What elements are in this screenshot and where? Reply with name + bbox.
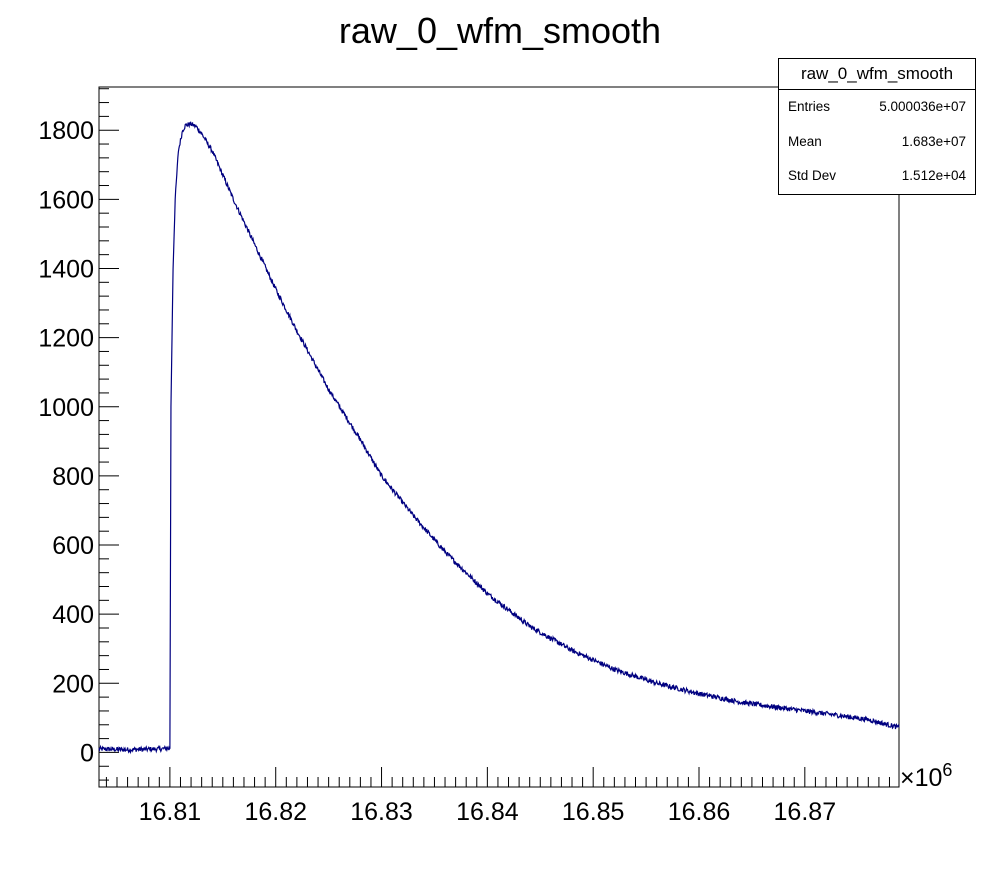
x-tick-label: 16.83 [350,798,413,826]
stats-label: Std Dev [788,168,837,183]
x-tick-label: 16.82 [244,798,307,826]
stats-row-stddev: Std Dev 1.512e+04 [779,159,975,194]
y-tick-label: 1000 [38,394,94,422]
x-tick-label: 16.86 [668,798,731,826]
y-tick-label: 800 [52,463,94,491]
stats-value: 1.512e+04 [901,168,966,183]
y-tick-label: 200 [52,670,94,698]
y-axis: 0 200 400 600 800 1000 1200 1400 1600 1800 [38,88,119,781]
x-exponent-label: ×106 [900,760,952,792]
stats-label: Mean [788,133,822,149]
y-tick-label: 0 [80,739,94,767]
stats-label: Entries [788,99,831,114]
stats-row-entries: Entries 5.000036e+07 [779,90,975,125]
series-layer [98,121,900,755]
y-tick-label: 600 [52,532,94,560]
x-tick-label: 16.81 [139,798,202,826]
x-tick-label: 16.85 [562,798,625,826]
y-tick-label: 1800 [38,117,94,145]
chart-title: raw_0_wfm_smooth [339,10,661,51]
y-tick-label: 1600 [38,186,94,214]
stats-box: raw_0_wfm_smooth Entries 5.000036e+07 Me… [778,58,976,195]
series-line [98,121,900,755]
y-tick-label: 400 [52,601,94,629]
stats-value: 1.683e+07 [901,133,966,149]
x-axis: 16.81 16.82 16.83 16.84 16.85 16.86 16.87 [105,767,890,826]
x-tick-label: 16.84 [456,798,519,826]
plot-frame [98,86,900,788]
y-tick-label: 1200 [38,325,94,353]
stats-title: raw_0_wfm_smooth [779,59,975,90]
y-tick-label: 1400 [38,255,94,283]
stats-row-mean: Mean 1.683e+07 [779,125,975,160]
x-tick-label: 16.87 [774,798,837,826]
stats-value: 5.000036e+07 [879,99,966,114]
